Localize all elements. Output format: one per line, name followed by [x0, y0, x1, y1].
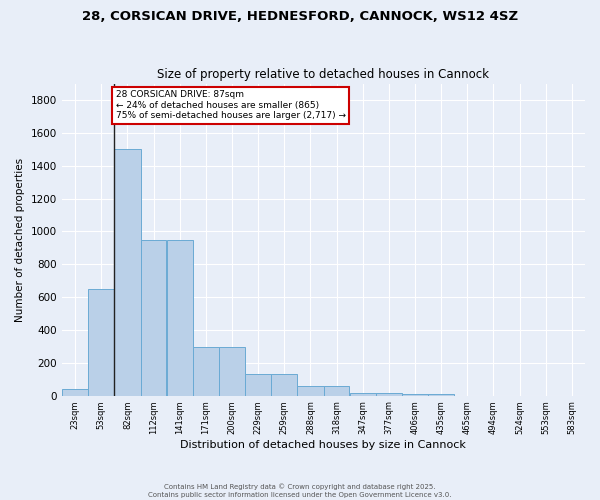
Bar: [350, 393, 376, 396]
X-axis label: Distribution of detached houses by size in Cannock: Distribution of detached houses by size …: [181, 440, 466, 450]
Bar: [114, 149, 140, 396]
Bar: [193, 347, 219, 396]
Text: Contains HM Land Registry data © Crown copyright and database right 2025.
Contai: Contains HM Land Registry data © Crown c…: [148, 484, 452, 498]
Bar: [141, 240, 166, 396]
Bar: [324, 386, 349, 396]
Bar: [402, 394, 428, 396]
Bar: [219, 347, 245, 396]
Bar: [167, 240, 193, 396]
Bar: [428, 394, 454, 396]
Title: Size of property relative to detached houses in Cannock: Size of property relative to detached ho…: [157, 68, 490, 81]
Text: 28, CORSICAN DRIVE, HEDNESFORD, CANNOCK, WS12 4SZ: 28, CORSICAN DRIVE, HEDNESFORD, CANNOCK,…: [82, 10, 518, 23]
Y-axis label: Number of detached properties: Number of detached properties: [15, 158, 25, 322]
Bar: [88, 289, 114, 396]
Bar: [297, 386, 323, 396]
Bar: [245, 374, 271, 396]
Bar: [376, 393, 402, 396]
Bar: [271, 374, 297, 396]
Text: 28 CORSICAN DRIVE: 87sqm
← 24% of detached houses are smaller (865)
75% of semi-: 28 CORSICAN DRIVE: 87sqm ← 24% of detach…: [116, 90, 346, 120]
Bar: [62, 389, 88, 396]
